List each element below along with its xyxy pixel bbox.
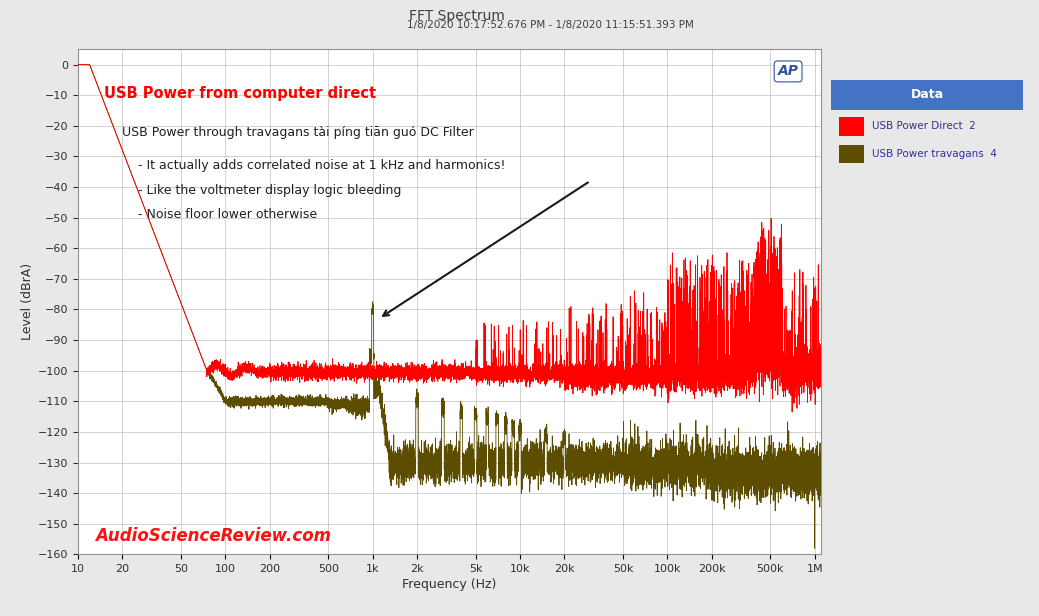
USB Power Direct  2 [72, 61, 84, 68]
USB Power Direct  2 [524, 379, 536, 386]
Text: Data: Data [911, 88, 943, 102]
Text: - Noise floor lower otherwise: - Noise floor lower otherwise [123, 208, 317, 222]
Y-axis label: Level (dBrA): Level (dBrA) [21, 263, 33, 341]
Line: USB Power travagans  4: USB Power travagans 4 [78, 65, 821, 548]
X-axis label: Frequency (Hz): Frequency (Hz) [402, 578, 497, 591]
USB Power travagans  4 [264, 395, 276, 402]
USB Power Direct  2 [182, 318, 194, 325]
Text: USB Power Direct  2: USB Power Direct 2 [872, 121, 976, 131]
USB Power Direct  2 [785, 408, 798, 416]
USB Power travagans  4 [452, 461, 464, 468]
USB Power travagans  4 [72, 61, 84, 68]
Bar [838, 117, 863, 136]
Text: - It actually adds correlated noise at 1 kHz and harmonics!: - It actually adds correlated noise at 1… [123, 160, 506, 172]
Text: AudioScienceReview.com: AudioScienceReview.com [95, 527, 330, 545]
Text: AP: AP [777, 65, 799, 78]
Text: USB Power through travagans tài píng tiān guó DC Filter: USB Power through travagans tài píng tiā… [123, 126, 474, 139]
USB Power Direct  2 [815, 362, 827, 370]
USB Power travagans  4 [808, 545, 821, 552]
Line: USB Power Direct  2: USB Power Direct 2 [78, 65, 821, 412]
Bar [838, 145, 863, 163]
Bar [831, 80, 1023, 110]
USB Power Direct  2 [452, 367, 464, 375]
USB Power Direct  2 [264, 368, 276, 376]
Text: USB Power travagans  4: USB Power travagans 4 [872, 149, 996, 159]
USB Power Direct  2 [462, 368, 475, 376]
Text: USB Power from computer direct: USB Power from computer direct [104, 86, 376, 101]
USB Power travagans  4 [182, 318, 194, 325]
Text: FFT Spectrum: FFT Spectrum [409, 9, 505, 23]
Text: 1/8/2020 10:17:52.676 PM - 1/8/2020 11:15:51.393 PM: 1/8/2020 10:17:52.676 PM - 1/8/2020 11:1… [407, 20, 694, 30]
USB Power travagans  4 [462, 452, 475, 460]
USB Power travagans  4 [524, 458, 536, 465]
USB Power travagans  4 [815, 473, 827, 480]
USB Power travagans  4 [111, 132, 124, 140]
Text: - Like the voltmeter display logic bleeding: - Like the voltmeter display logic bleed… [123, 184, 402, 197]
USB Power Direct  2 [111, 132, 124, 140]
